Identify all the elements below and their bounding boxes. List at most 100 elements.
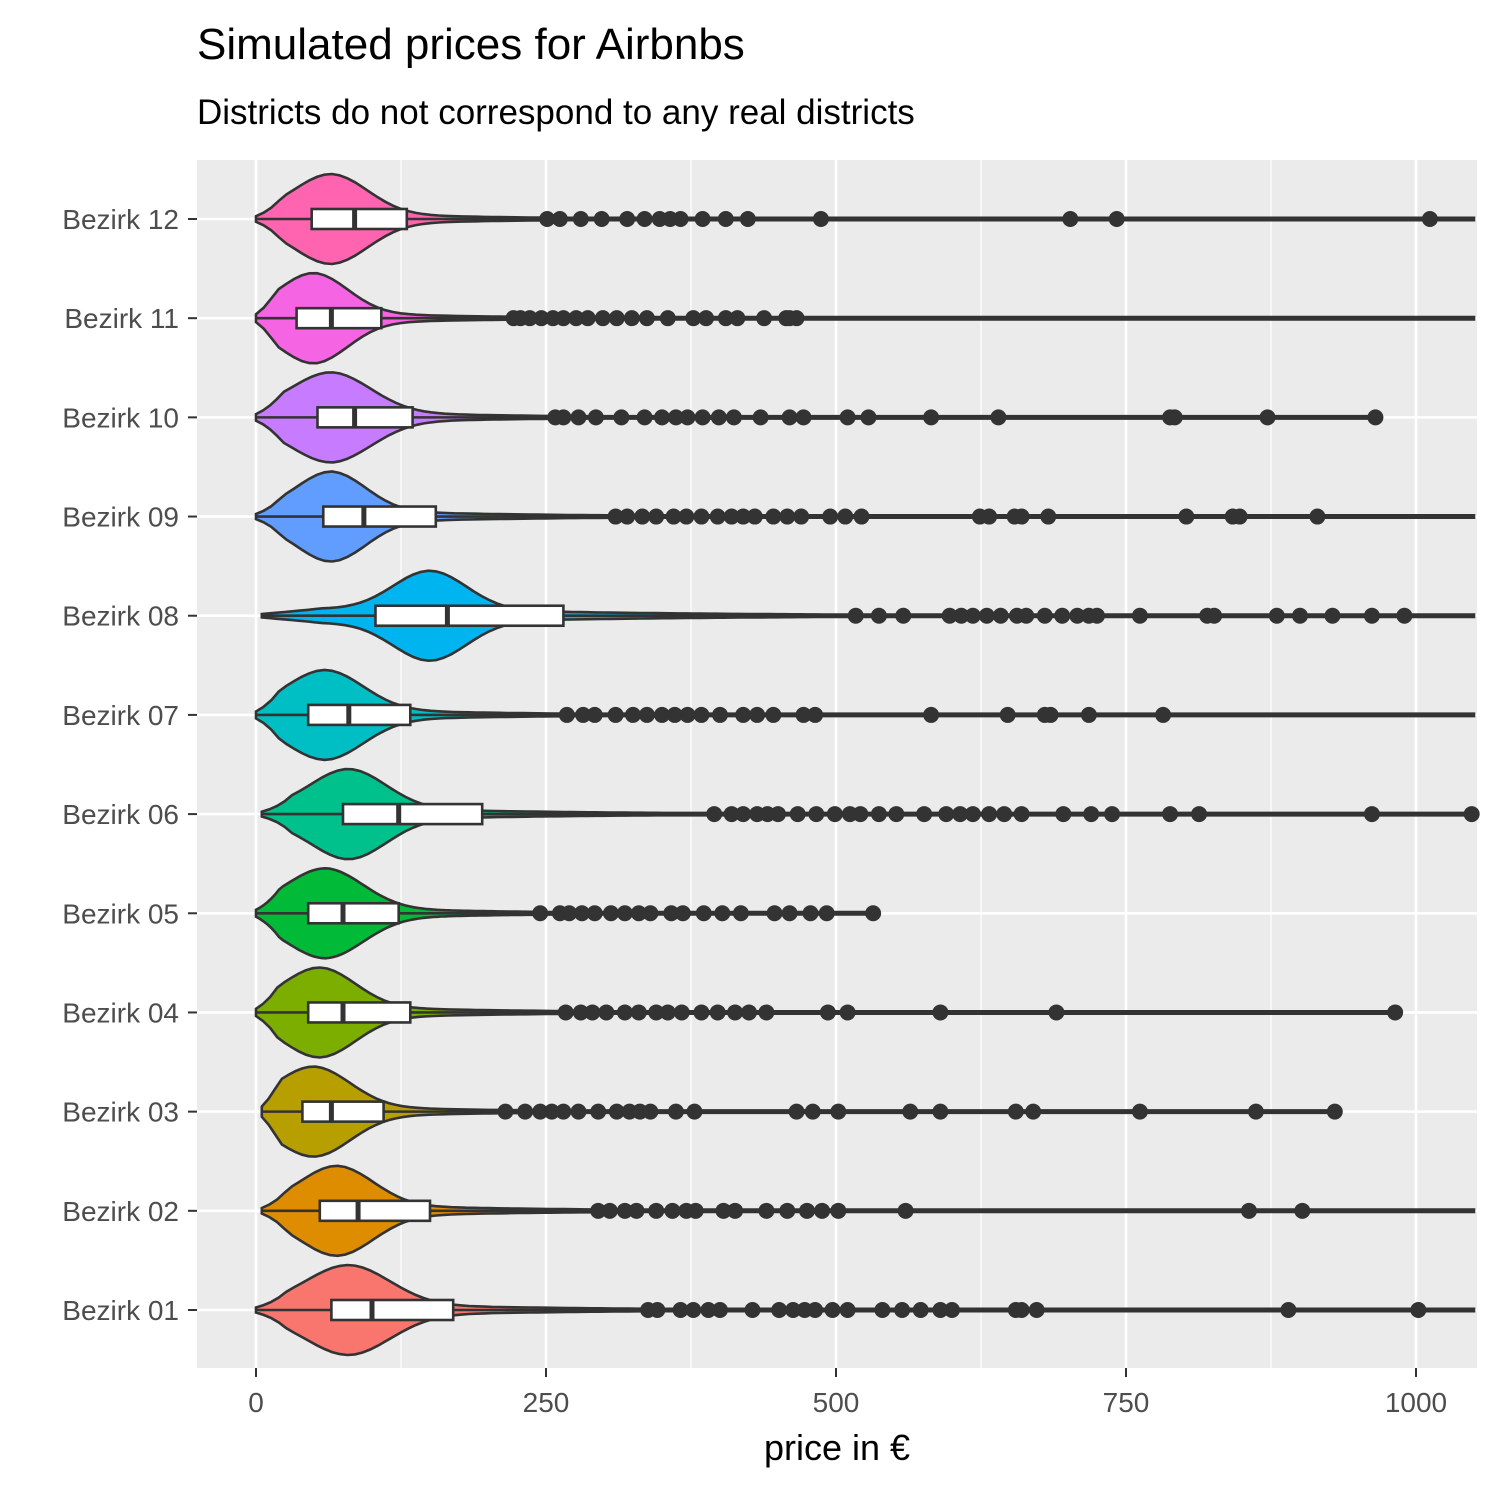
outlier-point — [700, 1302, 717, 1318]
outlier-point — [672, 1302, 689, 1318]
outlier-point — [756, 310, 773, 327]
x-tick-label: 250 — [523, 1387, 570, 1418]
outlier-point — [874, 1302, 891, 1318]
y-tick-label: Bezirk 10 — [62, 402, 179, 433]
outlier-point — [573, 905, 590, 922]
y-tick-label: Bezirk 08 — [62, 601, 179, 632]
outlier-point — [1326, 1103, 1343, 1120]
outlier-point — [932, 1302, 949, 1318]
outlier-point — [826, 806, 843, 823]
box — [295, 306, 383, 330]
outlier-point — [539, 211, 556, 227]
outlier-point — [723, 806, 740, 823]
outlier-point — [1028, 1302, 1045, 1318]
outlier-point — [1421, 211, 1438, 227]
outlier-point — [870, 607, 887, 624]
box — [306, 901, 400, 925]
outlier-point — [1080, 706, 1097, 723]
outlier-point — [793, 508, 810, 525]
y-tick-label: Bezirk 11 — [64, 303, 179, 334]
outlier-point — [1309, 508, 1326, 525]
outlier-point — [781, 409, 798, 426]
outlier-point — [723, 508, 740, 525]
outlier-point — [636, 211, 653, 227]
outlier-point — [664, 1202, 681, 1219]
x-tick-label: 500 — [813, 1387, 860, 1418]
outlier-point — [572, 1004, 589, 1021]
outlier-point — [1013, 1302, 1030, 1318]
outlier-point — [572, 211, 589, 227]
outlier-point — [1280, 1302, 1297, 1318]
outlier-point — [642, 905, 659, 922]
outlier-point — [1396, 607, 1413, 624]
outlier-point — [1036, 607, 1053, 624]
outlier-point — [1231, 508, 1248, 525]
outlier-point — [799, 1202, 815, 1219]
outlier-point — [712, 706, 728, 723]
box — [306, 1001, 412, 1024]
outlier-point — [1013, 508, 1030, 525]
outlier-point — [659, 310, 676, 327]
outlier-point — [990, 409, 1007, 426]
outlier-point — [619, 211, 636, 227]
outlier-point — [659, 1004, 676, 1021]
box — [341, 802, 484, 826]
outlier-point — [735, 806, 752, 823]
outlier-point — [758, 1202, 775, 1219]
outlier-point — [693, 508, 710, 525]
outlier-point — [1018, 607, 1035, 624]
outlier-point — [619, 508, 636, 525]
outlier-point — [642, 1103, 659, 1120]
outlier-point — [839, 409, 856, 426]
outlier-point — [590, 1202, 607, 1219]
outlier-point — [865, 905, 882, 922]
outlier-point — [819, 1004, 836, 1021]
outlier-point — [1055, 806, 1072, 823]
outlier-point — [557, 1004, 574, 1021]
outlier-point — [818, 905, 835, 922]
outlier-point — [770, 806, 786, 823]
outlier-point — [1048, 1004, 1065, 1021]
outlier-point — [978, 607, 995, 624]
box — [301, 1100, 385, 1123]
outlier-point — [1007, 1103, 1024, 1120]
outlier-point — [1240, 1202, 1257, 1219]
outlier-point — [1042, 706, 1059, 723]
outlier-point — [654, 706, 670, 723]
outlier-point — [687, 1202, 704, 1219]
outlier-point — [953, 607, 970, 624]
outlier-point — [1131, 607, 1148, 624]
outlier-point — [648, 1202, 665, 1219]
outlier-point — [932, 1103, 949, 1120]
outlier-point — [752, 409, 769, 426]
outlier-point — [938, 806, 955, 823]
violin-bezirk-08 — [260, 569, 1476, 663]
outlier-point — [1155, 706, 1172, 723]
outlier-point — [839, 1302, 856, 1318]
outlier-point — [744, 1302, 761, 1318]
violins — [254, 172, 1480, 1357]
outlier-point — [667, 409, 684, 426]
outlier-point — [594, 310, 611, 327]
outlier-point — [616, 1202, 633, 1219]
outlier-point — [665, 508, 682, 525]
outlier-point — [579, 310, 596, 327]
outlier-point — [999, 706, 1016, 723]
outlier-point — [804, 1103, 821, 1120]
outlier-point — [902, 1103, 919, 1120]
outlier-point — [727, 1004, 744, 1021]
outlier-point — [749, 706, 766, 723]
outlier-point — [1268, 607, 1285, 624]
grid-minor — [400, 160, 1272, 1368]
outlier-point — [1083, 806, 1100, 823]
outlier-point — [706, 806, 723, 823]
violin-bezirk-05 — [254, 866, 882, 960]
outlier-point — [685, 310, 702, 327]
outlier-point — [852, 806, 869, 823]
outlier-point — [1324, 607, 1341, 624]
outlier-point — [952, 806, 969, 823]
outlier-point — [686, 1103, 703, 1120]
outlier-point — [860, 409, 877, 426]
outlier-point — [746, 508, 763, 525]
outlier-point — [923, 706, 940, 723]
